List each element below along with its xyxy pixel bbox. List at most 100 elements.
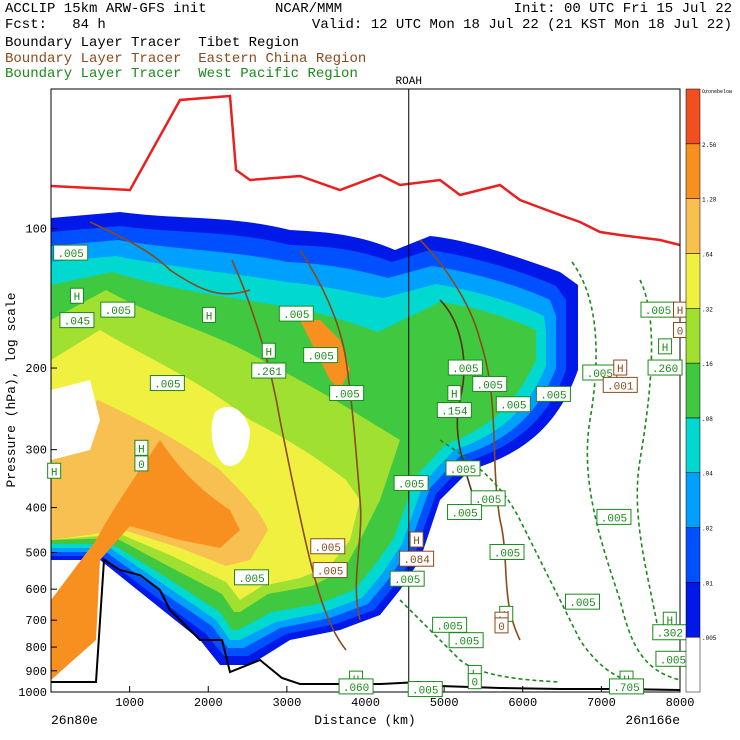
contour-label: .302	[652, 624, 688, 641]
colorbar-label: .16	[702, 361, 713, 368]
contour-label-box	[59, 312, 95, 329]
colorbar-label: .04	[702, 471, 713, 478]
contour-label-text: .005	[105, 306, 131, 318]
contour-label-text: .005	[57, 249, 83, 261]
contour-label: .005	[233, 569, 269, 586]
contour-label-text: .005	[500, 401, 526, 413]
contour-label-text: .005	[398, 480, 424, 492]
contour-label-box	[565, 593, 601, 610]
legend-west-pacific: Boundary Layer Tracer West Pacific Regio…	[5, 66, 358, 82]
contour-label: H	[613, 359, 628, 376]
contour-label-box	[470, 490, 506, 507]
contour-label: .005	[100, 301, 136, 318]
contour-label-text: H	[74, 292, 81, 304]
contour-label-text: .005	[394, 575, 420, 587]
contour-label: .005	[303, 347, 339, 364]
contour-label: .005	[447, 504, 483, 521]
contour-west-pacific-4	[399, 599, 561, 683]
colorbar-label: .02	[702, 526, 713, 533]
contour-label-text: .005	[452, 364, 478, 376]
contour-label-box	[261, 342, 276, 359]
contour-label: H	[69, 287, 84, 304]
colorbar-label: .32	[702, 306, 713, 313]
contour-label-box	[489, 543, 525, 560]
colorbar-swatch	[685, 636, 701, 693]
y-tick-label: 700	[25, 614, 47, 628]
contour-label-text: .005	[436, 621, 462, 633]
contour-label-box	[338, 678, 374, 695]
contour-label-box	[409, 531, 424, 548]
contour-label-text: .005	[307, 352, 333, 364]
contour-label-box	[149, 375, 185, 392]
contour-label-text: H	[617, 364, 624, 376]
contour-label-box	[312, 562, 348, 579]
contour-label: .005	[495, 396, 531, 413]
contour-label-text: .005	[154, 380, 180, 392]
contour-label-text: .005	[238, 574, 264, 586]
colorbar-label: .08	[702, 416, 713, 423]
x-tick-label: 3000	[272, 696, 301, 710]
contour-label: .060	[338, 678, 374, 695]
y-tick-label: 300	[25, 444, 47, 458]
contour-label-box	[535, 385, 571, 402]
contour-label-text: .005	[453, 637, 479, 649]
contour-label: .045	[59, 312, 95, 329]
contour-label-box	[47, 462, 62, 479]
colorbar-top-label: Ozonebelow	[702, 89, 732, 95]
contour-label: .005	[448, 632, 484, 649]
contour-label-text: H	[138, 444, 145, 456]
y-tick-label: 1000	[18, 686, 47, 700]
contour-west-pacific-2	[636, 279, 661, 641]
contour-label-box	[233, 569, 269, 586]
field-gap-2	[51, 380, 100, 460]
contour-label-text: .060	[343, 683, 369, 695]
contour-eastern-china-2	[299, 249, 362, 621]
contour-label-text: .005	[660, 655, 686, 667]
contour-label: .705	[609, 678, 645, 695]
contour-eastern-china-1	[231, 259, 347, 651]
contour-label-text: .005	[477, 380, 503, 392]
contour-label-text: .005	[601, 513, 627, 525]
contour-label: .005	[312, 562, 348, 579]
contour-label: H	[202, 306, 217, 323]
contour-label: .001	[602, 376, 638, 393]
contour-label-box	[447, 385, 462, 402]
y-tick-label: 400	[25, 502, 47, 516]
contour-label-text: .005	[450, 465, 476, 477]
contour-label-text: .005	[412, 686, 438, 698]
y-tick-label: 800	[25, 641, 47, 655]
contour-label-box	[389, 570, 425, 587]
contour-label: H	[447, 385, 462, 402]
contour-label: .005	[149, 375, 185, 392]
colorbar-swatch	[685, 472, 701, 528]
contour-label: .084	[399, 550, 435, 567]
contour-label: .005	[445, 460, 481, 477]
y-tick-label: 600	[25, 583, 47, 597]
x-tick-label: 5000	[430, 696, 459, 710]
contour-label-box	[467, 673, 482, 690]
contour-label: .005	[655, 650, 691, 667]
tracer-concentration-field	[51, 212, 578, 680]
colorbar-swatch	[685, 527, 701, 583]
contour-label-box	[494, 617, 509, 634]
colorbar-swatch	[685, 143, 701, 199]
x-tick-label: 7000	[587, 696, 616, 710]
header-line1-right: Init: 00 UTC Fri 15 Jul 22	[513, 1, 732, 17]
contour-label: .005	[407, 681, 443, 698]
contour-label-text: .260	[652, 364, 678, 376]
header-line2-left: Fcst: 84 h	[5, 17, 106, 33]
x-tick-label: 1000	[115, 696, 144, 710]
contour-label-box	[393, 475, 429, 492]
tropopause-line	[51, 94, 680, 247]
contour-label-box	[251, 362, 287, 379]
colorbar-swatch	[685, 362, 701, 419]
colorbar-swatch	[685, 417, 701, 473]
y-axis: 100 200 300 400 500 600 700 800 900 1000	[18, 223, 57, 700]
left-endpoint-label: 26n80e	[51, 713, 98, 728]
colorbar-swatch	[685, 253, 701, 309]
contour-label-text: H	[51, 467, 58, 479]
colorbar-label: .005	[702, 635, 717, 642]
contour-label-box	[202, 306, 217, 323]
header-line1-left: ACCLIP 15km ARW-GFS init	[5, 1, 207, 17]
